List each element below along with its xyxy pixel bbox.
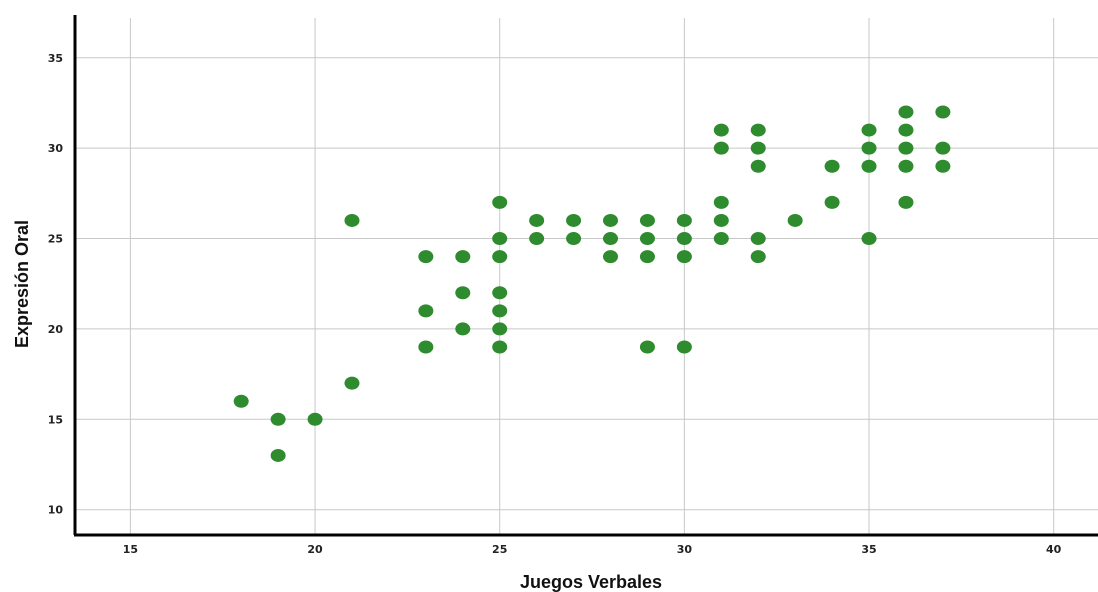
data-point [787,213,803,227]
data-point [750,232,766,246]
data-point [824,159,840,173]
x-tick-label: 40 [1046,543,1062,556]
data-point [898,141,914,155]
data-point [676,340,692,354]
data-point [713,213,729,227]
data-point [566,232,582,246]
data-point [270,412,286,426]
data-point [861,141,877,155]
data-point [676,250,692,264]
x-tick-label: 35 [861,543,876,556]
data-points [233,105,951,462]
x-axis-title: Juegos Verbales [520,572,662,592]
y-tick-label: 15 [48,413,63,426]
y-tick-label: 20 [48,323,64,336]
y-tick-label: 30 [48,142,64,155]
data-point [492,322,508,336]
y-tick-label: 35 [48,52,63,65]
data-point [935,159,951,173]
horizontal-gridlines [75,57,1098,511]
data-point [750,123,766,137]
data-point [418,304,434,318]
data-point [418,250,434,264]
data-point [344,213,360,227]
data-point [603,232,619,246]
data-point [676,232,692,246]
data-point [233,394,249,408]
data-point [713,141,729,155]
data-point [455,286,471,300]
data-point [935,141,951,155]
data-point [898,105,914,119]
data-point [529,232,545,246]
data-point [418,340,434,354]
data-point [639,340,655,354]
data-point [455,250,471,264]
y-tick-labels: 10 15 20 25 30 35 [48,52,64,517]
data-point [861,232,877,246]
data-point [824,195,840,209]
data-point [270,448,286,462]
data-point [492,250,508,264]
data-point [750,141,766,155]
data-point [898,159,914,173]
data-point [307,412,323,426]
data-point [529,213,545,227]
data-point [492,286,508,300]
data-point [750,159,766,173]
x-tick-label: 15 [123,543,138,556]
x-tick-labels: 15 20 25 30 35 40 [123,543,1062,556]
data-point [603,213,619,227]
data-point [861,123,877,137]
data-point [492,340,508,354]
data-point [713,195,729,209]
data-point [639,250,655,264]
data-point [861,159,877,173]
data-point [492,304,508,318]
data-point [492,232,508,246]
data-point [713,123,729,137]
data-point [898,123,914,137]
y-axis-title: Expresión Oral [12,220,32,348]
data-point [603,250,619,264]
x-tick-label: 30 [677,543,693,556]
data-point [344,376,360,390]
x-tick-label: 25 [492,543,507,556]
data-point [492,195,508,209]
data-point [935,105,951,119]
data-point [639,213,655,227]
data-point [898,195,914,209]
y-tick-label: 25 [48,233,63,246]
data-point [676,213,692,227]
data-point [566,213,582,227]
vertical-gridlines [129,18,1055,535]
data-point [713,232,729,246]
y-tick-label: 10 [48,504,64,517]
data-point [455,322,471,336]
data-point [639,232,655,246]
x-tick-label: 20 [307,543,323,556]
data-point [750,250,766,264]
